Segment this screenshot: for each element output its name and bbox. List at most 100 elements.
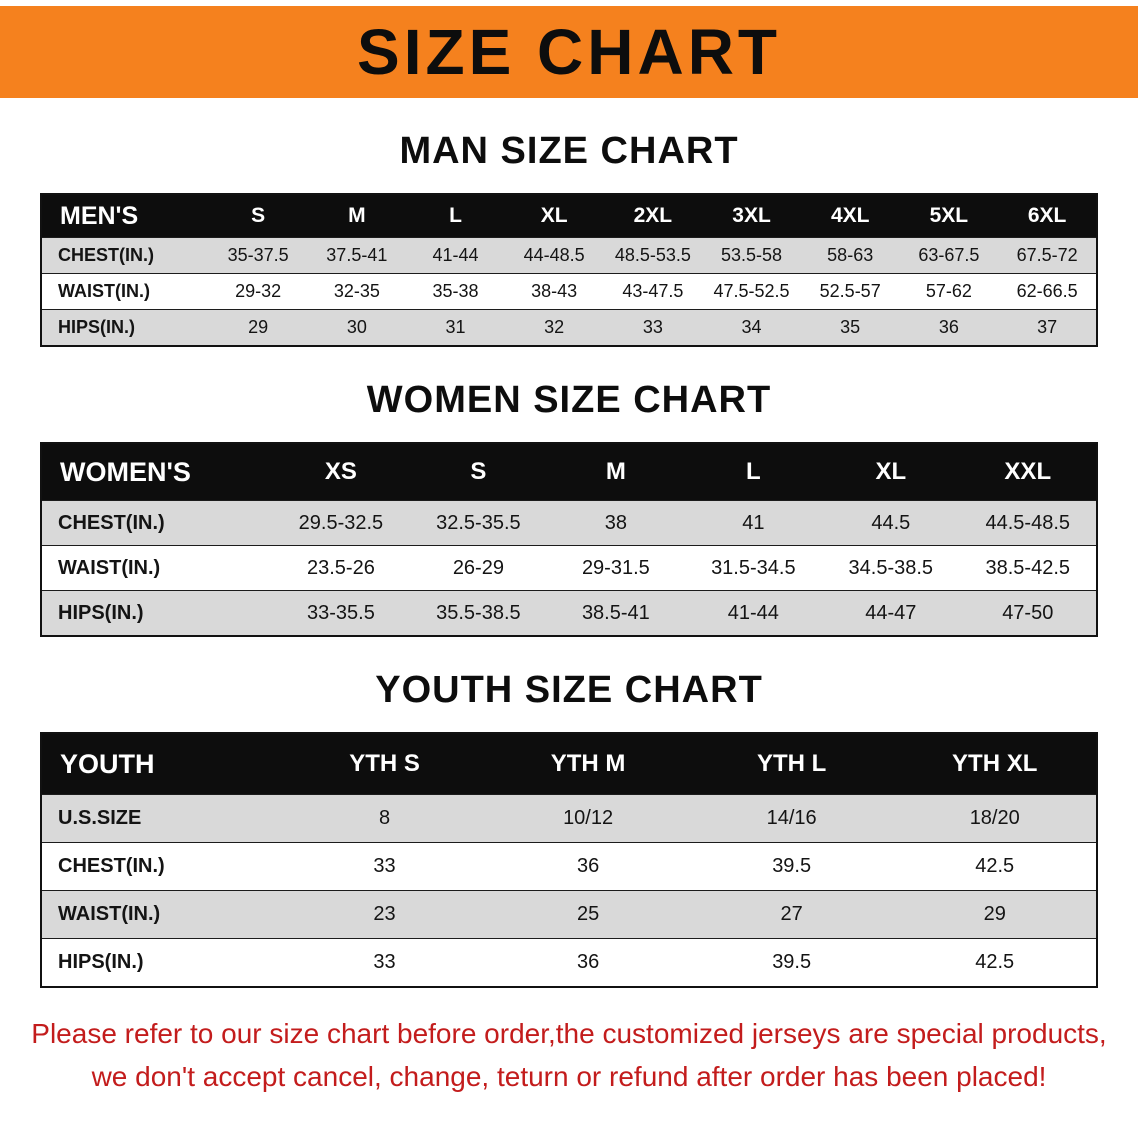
size-value: 52.5-57 [800, 273, 900, 310]
size-value: 14/16 [689, 794, 894, 843]
table-header-row: YOUTH YTH S YTH M YTH L YTH XL [41, 733, 1097, 795]
column-header: YTH L [689, 733, 894, 795]
table-header-row: WOMEN'S XS S M L XL XXL [41, 443, 1097, 501]
row-label: HIPS(IN.) [41, 938, 283, 987]
footer-notice: Please refer to our size chart before or… [0, 1014, 1138, 1096]
size-charts: MAN SIZE CHART MEN'S S M L XL 2XL 3XL 4XL 5XL 6XL C… [0, 130, 1138, 988]
size-table: MEN'S S M L XL 2XL 3XL 4XL 5XL 6XL CHEST(IN.) 35-37… [40, 193, 1098, 347]
size-value: 34.5-38.5 [822, 545, 960, 591]
notice-line-2: we don't accept cancel, change, teturn o… [91, 1061, 1047, 1093]
page-title: SIZE CHART [357, 16, 781, 88]
column-header: 5XL [899, 194, 999, 238]
size-value: 33-35.5 [272, 590, 410, 636]
column-header: XS [272, 443, 410, 501]
size-value: 58-63 [800, 237, 900, 274]
size-value: 32 [504, 309, 604, 346]
column-header: M [307, 194, 407, 238]
size-table: WOMEN'S XS S M L XL XXL CHEST(IN.) 29.5-32.5 32.5… [40, 442, 1098, 637]
size-value: 27 [689, 890, 894, 939]
row-label: CHEST(IN.) [41, 237, 209, 274]
size-value: 29 [893, 890, 1097, 939]
size-value: 25 [486, 890, 690, 939]
size-value: 35-37.5 [208, 237, 308, 274]
size-value: 31 [406, 309, 505, 346]
size-chart-section: MAN SIZE CHART MEN'S S M L XL 2XL 3XL 4XL 5XL 6XL C… [0, 130, 1138, 347]
section-heading: MAN SIZE CHART [399, 130, 739, 172]
row-label: CHEST(IN.) [41, 500, 273, 546]
row-label: WAIST(IN.) [41, 890, 283, 939]
size-value: 8 [282, 794, 487, 843]
column-header: 6XL [998, 194, 1097, 238]
column-header: YTH M [486, 733, 690, 795]
size-value: 18/20 [893, 794, 1097, 843]
size-value: 34 [702, 309, 801, 346]
table-row: CHEST(IN.) 29.5-32.5 32.5-35.5 38 41 44.5 44.5… [41, 500, 1097, 546]
table-row: CHEST(IN.) 33 36 39.5 42.5 [41, 842, 1097, 891]
table-row: WAIST(IN.) 29-32 32-35 35-38 38-43 43-47.5 47.… [41, 273, 1097, 310]
size-chart-section: WOMEN SIZE CHART WOMEN'S XS S M L XL XXL CHEST(I… [0, 379, 1138, 637]
size-value: 44-47 [822, 590, 960, 636]
size-value: 37.5-41 [307, 237, 407, 274]
size-value: 35 [800, 309, 900, 346]
size-value: 37 [998, 309, 1097, 346]
size-value: 26-29 [409, 545, 548, 591]
table-row: HIPS(IN.) 29 30 31 32 33 34 35 36 37 [41, 309, 1097, 346]
column-header: S [409, 443, 548, 501]
size-value: 38.5-41 [547, 590, 685, 636]
column-header: 4XL [800, 194, 900, 238]
size-value: 39.5 [689, 938, 894, 987]
size-chart-page: SIZE CHART MAN SIZE CHART MEN'S S M L XL 2XL 3X… [0, 6, 1138, 1096]
table-row: HIPS(IN.) 33 36 39.5 42.5 [41, 938, 1097, 987]
row-label: WAIST(IN.) [41, 545, 273, 591]
column-header: XXL [959, 443, 1097, 501]
column-header: 3XL [702, 194, 801, 238]
size-value: 44.5-48.5 [959, 500, 1097, 546]
row-label: HIPS(IN.) [41, 309, 209, 346]
row-label: U.S.SIZE [41, 794, 283, 843]
size-value: 53.5-58 [702, 237, 801, 274]
size-value: 33 [282, 938, 487, 987]
table-row: HIPS(IN.) 33-35.5 35.5-38.5 38.5-41 41-44 44-… [41, 590, 1097, 636]
table-corner-label: WOMEN'S [41, 443, 273, 501]
size-value: 29-31.5 [547, 545, 685, 591]
size-value: 30 [307, 309, 407, 346]
table-row: WAIST(IN.) 23.5-26 26-29 29-31.5 31.5-34.5 34… [41, 545, 1097, 591]
size-value: 31.5-34.5 [684, 545, 823, 591]
size-value: 62-66.5 [998, 273, 1097, 310]
size-table: YOUTH YTH S YTH M YTH L YTH XL U.S.SIZE 8 10/12… [40, 732, 1098, 988]
notice-line-1: Please refer to our size chart before or… [31, 1018, 1107, 1049]
column-header: L [406, 194, 505, 238]
size-value: 36 [899, 309, 999, 346]
section-heading: YOUTH SIZE CHART [375, 669, 763, 711]
size-value: 44-48.5 [504, 237, 604, 274]
size-value: 36 [486, 938, 690, 987]
size-value: 38-43 [504, 273, 604, 310]
size-value: 42.5 [893, 842, 1097, 891]
section-heading: WOMEN SIZE CHART [366, 379, 772, 421]
size-value: 23 [282, 890, 487, 939]
row-label: WAIST(IN.) [41, 273, 209, 310]
size-value: 63-67.5 [899, 237, 999, 274]
size-value: 41 [684, 500, 823, 546]
size-value: 67.5-72 [998, 237, 1097, 274]
column-header: 2XL [603, 194, 703, 238]
column-header: XL [504, 194, 604, 238]
table-header-row: MEN'S S M L XL 2XL 3XL 4XL 5XL 6XL [41, 194, 1097, 238]
size-chart-section: YOUTH SIZE CHART YOUTH YTH S YTH M YTH L YTH … [0, 669, 1138, 988]
size-value: 43-47.5 [603, 273, 703, 310]
column-header: XL [822, 443, 960, 501]
size-value: 29.5-32.5 [272, 500, 410, 546]
table-row: CHEST(IN.) 35-37.5 37.5-41 41-44 44-48.5 48.5… [41, 237, 1097, 274]
column-header: M [547, 443, 685, 501]
column-header: L [684, 443, 823, 501]
size-value: 48.5-53.5 [603, 237, 703, 274]
size-value: 35-38 [406, 273, 505, 310]
size-value: 38 [547, 500, 685, 546]
row-label: CHEST(IN.) [41, 842, 283, 891]
size-value: 38.5-42.5 [959, 545, 1097, 591]
column-header: YTH S [282, 733, 487, 795]
size-value: 23.5-26 [272, 545, 410, 591]
table-row: WAIST(IN.) 23 25 27 29 [41, 890, 1097, 939]
size-value: 42.5 [893, 938, 1097, 987]
size-value: 32-35 [307, 273, 407, 310]
